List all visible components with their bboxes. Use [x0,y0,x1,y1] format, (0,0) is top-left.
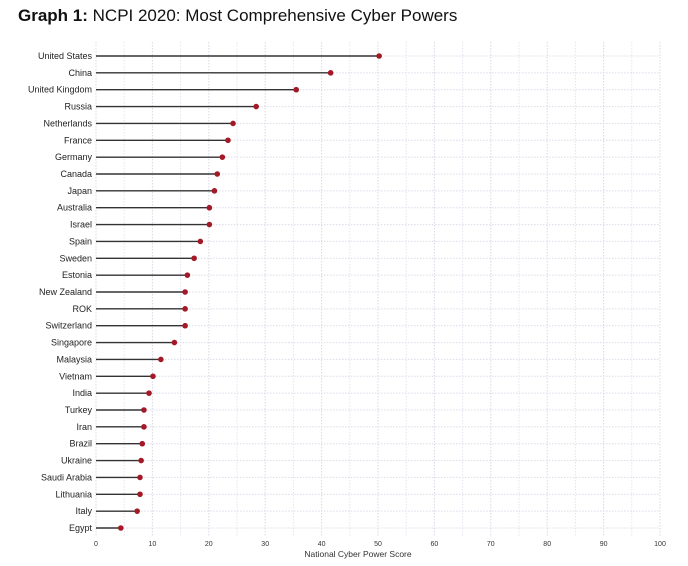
lollipop-dot [137,491,143,498]
lollipop-dot [182,322,188,329]
lollipop-dot [206,221,213,228]
lollipop-dot [139,440,146,447]
lollipop-dot [230,120,236,127]
category-label: China [68,68,92,78]
lollipop-dot [141,407,147,413]
lollipop-dot [211,188,218,194]
category-label: Lithuania [55,489,92,499]
lollipop-dot [182,289,188,295]
category-label: ROK [72,304,92,314]
x-tick-label: 90 [600,541,608,548]
title-prefix: Graph 1: [18,6,88,25]
x-axis-label: National Cyber Power Score [304,549,412,559]
x-tick-label: 40 [318,541,326,548]
category-label: Switzerland [45,321,92,331]
x-tick-label: 80 [543,541,551,548]
lollipop-dot [327,70,334,76]
lollipop-dot [214,171,221,177]
lollipop-dot [134,508,140,514]
category-label: Estonia [62,270,92,280]
lollipop-dot [206,204,213,211]
category-label: France [64,135,92,145]
x-tick-label: 30 [261,541,269,548]
lollipop-dot [184,272,191,278]
lollipop-dot [253,103,259,110]
category-label: Singapore [51,338,92,348]
lollipop-dot [225,137,231,144]
category-label: Saudi Arabia [41,472,92,482]
category-label: Malaysia [56,354,92,364]
category-label: Egypt [69,523,93,533]
category-label: Italy [75,506,92,516]
category-label: United Kingdom [28,85,92,95]
lollipop-dot [138,457,144,464]
title-text: NCPI 2020: Most Comprehensive Cyber Powe… [92,6,458,25]
lollipop-dot [118,525,124,531]
lollipop-dot [191,255,197,262]
category-label: United States [38,51,93,61]
category-label: New Zealand [39,287,92,297]
category-label: Russia [64,102,92,112]
chart-title: Graph 1: NCPI 2020: Most Comprehensive C… [18,6,457,26]
x-tick-label: 0 [94,541,98,548]
lollipop-dot [137,474,143,481]
lollipop-dot [182,306,188,312]
lollipop-dot [158,356,164,363]
category-label: Canada [60,169,92,179]
lollipop-dot [376,53,382,59]
category-label: Sweden [59,253,92,263]
lollipop-dot [141,424,147,430]
category-label: Japan [67,186,92,196]
x-tick-label: 100 [654,541,666,548]
category-label: Ukraine [61,456,92,466]
x-tick-label: 50 [374,541,382,548]
category-label: Australia [57,203,92,213]
x-tick-label: 60 [431,541,439,548]
category-label: Israel [70,220,92,230]
lollipop-dot [171,339,178,346]
lollipop-dot [293,86,300,93]
category-label: Netherlands [43,118,92,128]
x-tick-label: 20 [205,541,213,548]
lollipop-dot [150,373,156,380]
category-label: Vietnam [59,371,92,381]
category-label: Brazil [69,439,92,449]
x-tick-label: 70 [487,541,495,548]
category-label: Turkey [65,405,93,415]
category-label: Iran [76,422,92,432]
lollipop-dot [197,238,204,245]
category-label: India [72,388,92,398]
x-tick-label: 10 [149,541,157,548]
lollipop-dot [219,154,226,160]
lollipop-dot [146,390,152,396]
category-label: Germany [55,152,93,162]
category-label: Spain [69,236,92,246]
